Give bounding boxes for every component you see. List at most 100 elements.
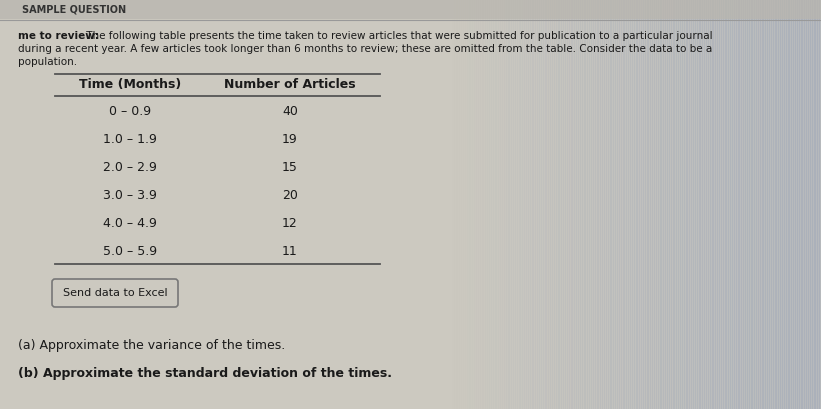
Bar <box>706 0 709 409</box>
Bar <box>502 0 505 409</box>
Bar <box>682 0 685 409</box>
Bar <box>806 0 809 409</box>
Bar <box>450 0 453 409</box>
Bar <box>815 0 819 409</box>
Bar <box>802 0 805 409</box>
Bar <box>537 0 540 409</box>
Bar <box>550 0 553 409</box>
Bar <box>728 0 732 409</box>
Bar <box>758 0 761 409</box>
Bar <box>704 0 707 409</box>
Text: 12: 12 <box>282 217 298 230</box>
Bar <box>530 0 533 409</box>
Bar <box>808 0 811 409</box>
Bar <box>626 0 629 409</box>
Bar <box>656 0 658 409</box>
Bar <box>780 0 783 409</box>
Bar <box>516 0 520 409</box>
Bar <box>571 0 573 409</box>
Bar <box>637 0 640 409</box>
Bar <box>665 0 668 409</box>
Bar <box>466 0 470 409</box>
Bar <box>589 0 592 409</box>
Bar <box>600 0 603 409</box>
Bar <box>749 0 751 409</box>
Bar <box>497 0 499 409</box>
Bar <box>511 0 514 409</box>
Bar <box>524 0 527 409</box>
Bar <box>534 0 536 409</box>
Bar <box>743 0 746 409</box>
Bar <box>684 0 686 409</box>
Bar <box>662 0 664 409</box>
Bar <box>652 0 655 409</box>
Bar <box>552 0 555 409</box>
Bar <box>457 0 461 409</box>
Bar <box>472 0 475 409</box>
Bar <box>810 0 813 409</box>
Text: 0 – 0.9: 0 – 0.9 <box>109 105 151 118</box>
Bar <box>619 0 621 409</box>
Bar <box>793 0 796 409</box>
Bar <box>797 0 800 409</box>
Text: 19: 19 <box>282 133 298 146</box>
Bar <box>777 0 779 409</box>
Bar <box>632 0 635 409</box>
Bar <box>814 0 816 409</box>
Bar <box>617 0 620 409</box>
Bar <box>535 0 539 409</box>
Bar <box>515 0 518 409</box>
Bar <box>498 0 501 409</box>
Text: 1.0 – 1.9: 1.0 – 1.9 <box>103 133 157 146</box>
Bar <box>556 0 558 409</box>
Bar <box>769 0 772 409</box>
Bar <box>606 0 608 409</box>
Bar <box>463 0 466 409</box>
Bar <box>736 0 739 409</box>
Bar <box>671 0 673 409</box>
Bar <box>572 0 576 409</box>
Bar <box>569 0 571 409</box>
Bar <box>695 0 698 409</box>
Bar <box>532 0 534 409</box>
Bar <box>765 0 768 409</box>
Text: 4.0 – 4.9: 4.0 – 4.9 <box>103 217 157 230</box>
Bar <box>640 0 642 409</box>
Bar <box>559 0 562 409</box>
Bar <box>469 0 471 409</box>
Bar <box>649 0 651 409</box>
Bar <box>717 0 720 409</box>
Bar <box>650 0 654 409</box>
Bar <box>539 0 542 409</box>
Bar <box>591 0 594 409</box>
Bar <box>604 0 607 409</box>
Bar <box>747 0 750 409</box>
Bar <box>741 0 744 409</box>
Bar <box>708 0 711 409</box>
Bar <box>667 0 670 409</box>
Bar <box>713 0 716 409</box>
Bar <box>454 0 456 409</box>
Bar <box>470 0 473 409</box>
Bar <box>702 0 705 409</box>
Bar <box>476 0 479 409</box>
Bar <box>578 0 580 409</box>
Bar <box>778 0 782 409</box>
Bar <box>597 0 599 409</box>
Bar <box>658 0 661 409</box>
Bar <box>565 0 568 409</box>
Bar <box>641 0 644 409</box>
Bar <box>693 0 696 409</box>
Bar <box>699 0 701 409</box>
Bar <box>594 0 598 409</box>
Bar <box>574 0 577 409</box>
Bar <box>624 0 627 409</box>
Bar <box>576 0 579 409</box>
Bar <box>613 0 616 409</box>
Bar <box>795 0 798 409</box>
Bar <box>672 0 676 409</box>
Bar <box>791 0 794 409</box>
Bar <box>782 0 785 409</box>
Bar <box>599 0 601 409</box>
Bar <box>784 0 787 409</box>
